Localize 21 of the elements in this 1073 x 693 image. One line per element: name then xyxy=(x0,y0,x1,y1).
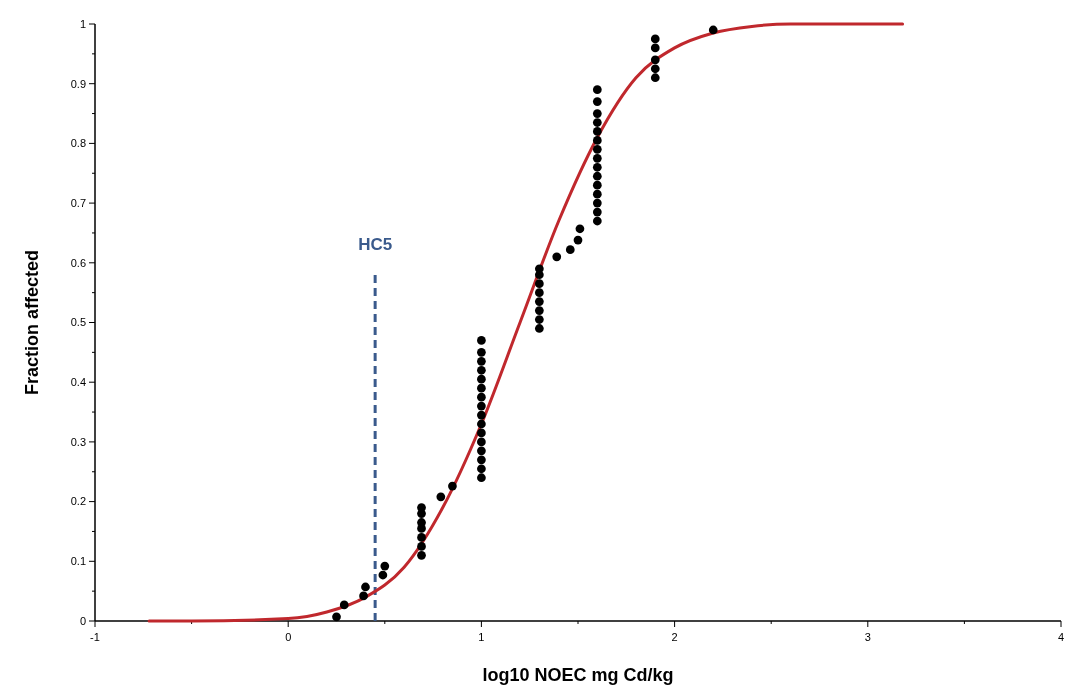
line-series xyxy=(147,22,905,623)
y-tick-label: 0.1 xyxy=(70,555,86,568)
x-axis-title: log10 NOEC mg Cd/kg xyxy=(482,665,674,685)
y-tick-label: 0.8 xyxy=(70,137,86,150)
y-tick-label: 0.4 xyxy=(70,376,86,389)
y-tick-label: 0.2 xyxy=(70,495,86,508)
x-tick-label: 2 xyxy=(671,631,678,643)
x-tick-label: 0 xyxy=(285,631,292,643)
y-tick-label: 0.6 xyxy=(70,256,86,269)
y-tick-label: 0.9 xyxy=(70,77,86,90)
x-tick-label: 4 xyxy=(1057,631,1065,643)
x-tick-label: 1 xyxy=(478,631,485,643)
y-tick-label: 1 xyxy=(79,17,86,30)
x-tick-label: 3 xyxy=(864,631,871,643)
ref-line-label: HC5 xyxy=(358,234,393,254)
y-tick-label: 0 xyxy=(79,614,86,627)
y-tick-label: 0.7 xyxy=(70,196,86,209)
y-axis-title: Fraction affected xyxy=(22,249,42,396)
x-tick-label: -1 xyxy=(90,631,100,643)
y-tick-label: 0.5 xyxy=(70,316,86,329)
y-tick-label: 0.3 xyxy=(70,435,86,448)
